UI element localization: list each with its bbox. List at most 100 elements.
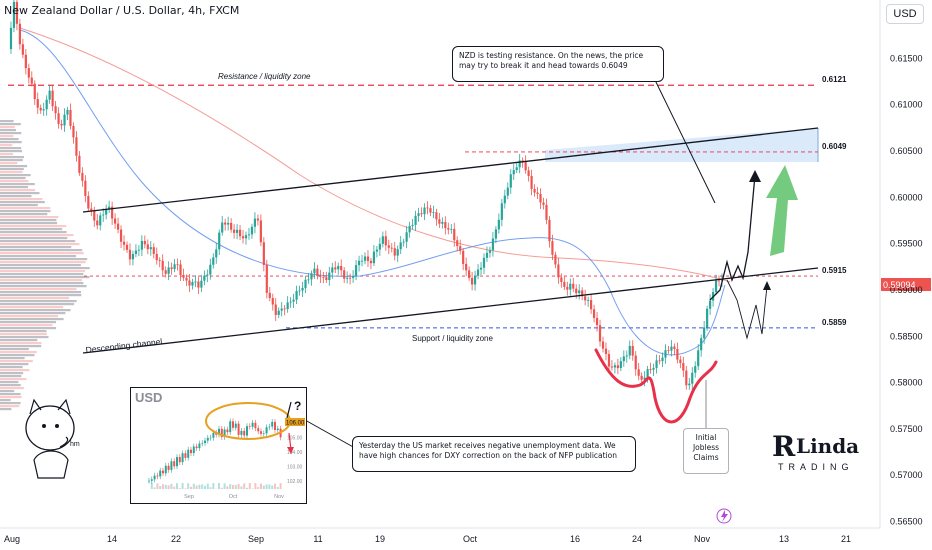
candle-body: [134, 250, 138, 254]
candle-body: [334, 267, 337, 270]
volume-profile-bar: [0, 243, 80, 246]
volume-profile-bar: [0, 354, 35, 357]
y-tick-4: 0.60000: [890, 192, 923, 202]
candle-body: [170, 267, 173, 270]
volume-profile-bar: [0, 369, 30, 372]
candle-body: [533, 188, 536, 193]
candle-body: [230, 222, 233, 230]
candle-body: [173, 264, 176, 270]
candle-body: [197, 281, 200, 288]
current-price-tag: [881, 278, 931, 291]
inset-volume-bar: [198, 484, 201, 489]
inset-volume-bar: [262, 485, 265, 489]
candle-body: [295, 291, 298, 300]
candle-body: [405, 232, 408, 242]
volume-profile-bar: [0, 249, 83, 252]
candle-body: [441, 221, 444, 224]
volume-profile-bar: [0, 168, 24, 171]
volume-profile-bar: [0, 135, 14, 138]
y-tick-5: 0.59500: [890, 239, 923, 249]
candle-body: [509, 174, 512, 188]
candle-body: [411, 224, 414, 226]
candle-body: [709, 300, 712, 309]
volume-profile-bar: [0, 321, 56, 324]
moving-average-fast: [19, 29, 726, 356]
inset-volume-bar: [226, 486, 229, 489]
candle-body: [182, 274, 185, 278]
volume-profile-bar: [0, 291, 81, 294]
inset-candle-body: [184, 453, 187, 458]
candle-body: [655, 360, 658, 368]
candle-body: [313, 268, 316, 274]
callout-resistance: NZD is testing resistance. On the news, …: [452, 46, 664, 82]
candle-body: [185, 277, 188, 281]
inset-volume-bar: [192, 483, 195, 489]
candle-body: [714, 280, 718, 293]
candle-body: [542, 202, 545, 205]
level-name-0: Resistance / liquidity zone: [218, 72, 311, 81]
candle-body: [128, 249, 132, 260]
inset-candle-body: [156, 475, 159, 477]
candle-body: [286, 302, 289, 310]
candle-body: [84, 180, 87, 197]
candle-body: [479, 267, 483, 270]
volume-profile-bar: [0, 312, 66, 315]
inset-volume-bar: [150, 483, 153, 489]
candle-body: [357, 260, 361, 266]
axes: 0.620000.615000.610000.605000.600000.595…: [4, 7, 923, 544]
candle-body: [598, 325, 602, 342]
inset-volume-bar: [153, 487, 156, 489]
inset-candle-body: [268, 426, 271, 428]
y-tick-9: 0.57500: [890, 424, 923, 434]
candle-body: [66, 109, 69, 115]
volume-profile-bar: [0, 336, 49, 339]
symbol-title: New Zealand Dollar / U.S. Dollar, 4h, FX…: [4, 4, 240, 17]
channel-upper-line: [82, 127, 819, 213]
inset-volume-bar: [176, 483, 178, 489]
candle-body: [482, 257, 486, 268]
candle-body: [616, 365, 619, 369]
inset-volume-bar: [257, 487, 260, 489]
x-tick-1: 14: [107, 534, 117, 544]
callout-usd: Yesterday the US market receives negativ…: [352, 436, 636, 472]
candle-body: [560, 277, 563, 282]
candle-body: [432, 212, 435, 214]
candle-body: [265, 265, 268, 293]
candle-body: [259, 220, 262, 243]
candle-body: [9, 27, 13, 50]
volume-profile-bar: [0, 231, 67, 234]
candle-body: [75, 137, 78, 156]
brand-logo: R Linda TRADING: [770, 430, 860, 480]
inset-candle-body: [209, 437, 212, 439]
candle-body: [164, 270, 167, 274]
candle-body: [206, 274, 209, 276]
candle-body: [352, 276, 355, 278]
event-jobless-claims[interactable]: Initial Jobless Claims: [683, 428, 729, 474]
inset-candle-body: [229, 421, 232, 433]
candle-body: [60, 123, 63, 126]
volume-profile-bar: [0, 228, 63, 231]
volume-profile-bar: [0, 264, 81, 267]
inset-question-mark: ?: [294, 399, 301, 413]
candle-body: [81, 172, 84, 181]
x-tick-5: 19: [375, 534, 385, 544]
inset-candle-body: [159, 470, 162, 477]
candle-body: [301, 287, 304, 291]
candle-body: [212, 257, 215, 265]
currency-button[interactable]: USD: [886, 4, 924, 24]
candle-body: [349, 277, 352, 279]
x-tick-11: 21: [841, 534, 851, 544]
inset-volume-bar: [223, 483, 226, 489]
projection-bullish-arrowhead: [749, 170, 761, 182]
volume-profile-bar: [0, 306, 64, 309]
volume-profile-bar: [0, 387, 24, 390]
inset-volume-bar: [190, 486, 192, 489]
volume-profile-bar: [0, 222, 58, 225]
projection-retest: [726, 279, 768, 340]
volume-profile-bar: [0, 303, 75, 306]
volume-profile-bar: [0, 171, 23, 174]
volume-profile-bar: [0, 315, 58, 318]
candle-body: [21, 44, 24, 55]
inset-candle-body: [220, 428, 223, 437]
